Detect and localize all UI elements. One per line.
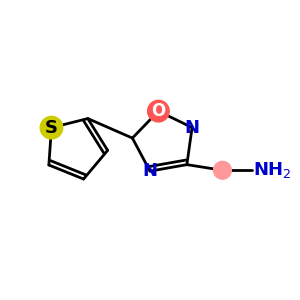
Text: O: O: [151, 102, 166, 120]
Circle shape: [214, 161, 231, 179]
Text: N: N: [142, 162, 158, 180]
Text: N: N: [184, 118, 200, 136]
Circle shape: [148, 100, 169, 122]
Text: S: S: [45, 118, 58, 136]
Circle shape: [40, 116, 63, 139]
Text: NH$_2$: NH$_2$: [254, 160, 292, 180]
